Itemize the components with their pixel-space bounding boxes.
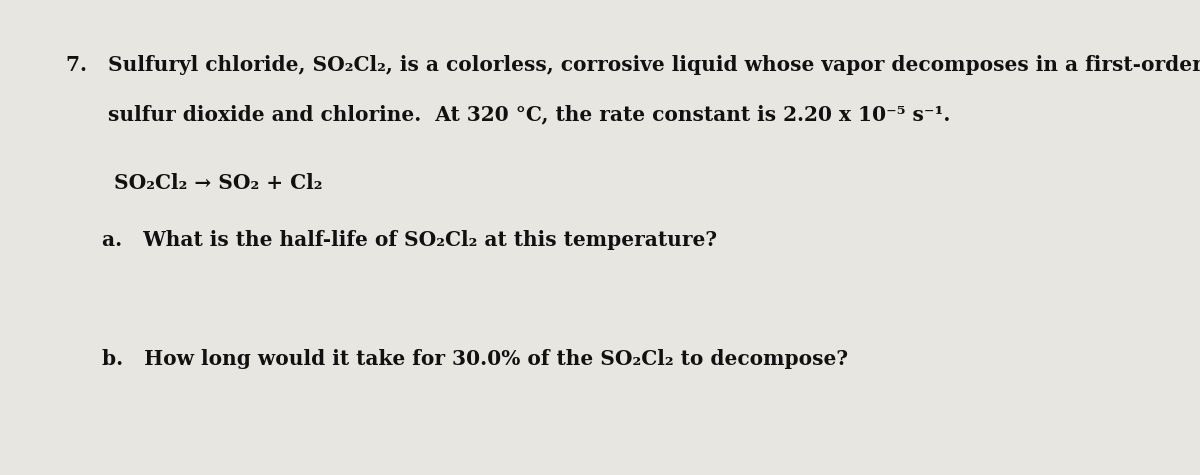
Text: SO₂Cl₂ → SO₂ + Cl₂: SO₂Cl₂ → SO₂ + Cl₂ [114,173,323,193]
Text: 7.   Sulfuryl chloride, SO₂Cl₂, is a colorless, corrosive liquid whose vapor dec: 7. Sulfuryl chloride, SO₂Cl₂, is a color… [66,55,1200,75]
Text: b.   How long would it take for 30.0% of the SO₂Cl₂ to decompose?: b. How long would it take for 30.0% of t… [102,349,848,369]
Text: a.   What is the half-life of SO₂Cl₂ at this temperature?: a. What is the half-life of SO₂Cl₂ at th… [102,230,718,250]
Text: sulfur dioxide and chlorine.  At 320 °C, the rate constant is 2.20 x 10⁻⁵ s⁻¹.: sulfur dioxide and chlorine. At 320 °C, … [66,104,950,124]
